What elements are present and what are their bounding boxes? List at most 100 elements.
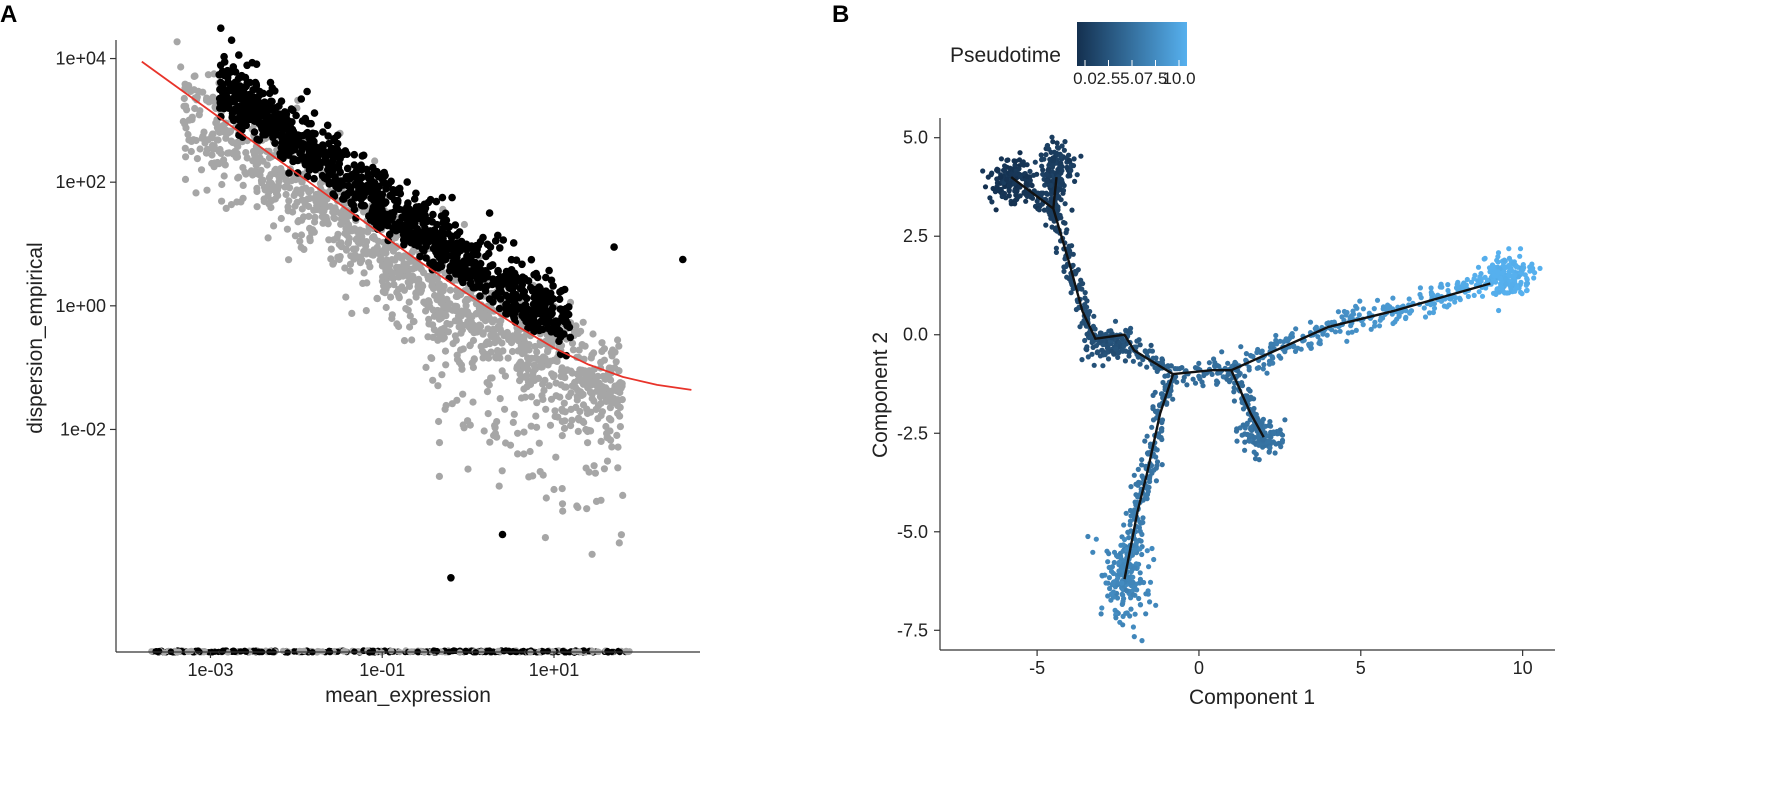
b-cell-point (1118, 555, 1124, 561)
b-cell-point (1144, 433, 1150, 439)
a-point-unselected (311, 194, 319, 202)
a-point-unselected (501, 405, 509, 413)
a-point-ordering (350, 170, 358, 178)
a-point-unselected (582, 464, 590, 472)
a-point-unselected (453, 351, 461, 359)
a-point-ordering (215, 71, 223, 79)
b-cell-point (1058, 170, 1064, 176)
b-cell-point (1282, 417, 1288, 423)
a-point-unselected (593, 387, 601, 395)
a-point-ordering (245, 90, 254, 99)
a-point-ordering (438, 193, 447, 202)
a-point-ordering (451, 221, 460, 229)
b-cell-point (1308, 341, 1314, 347)
a-point-unselected (253, 170, 261, 178)
a-point-unselected (504, 354, 512, 362)
b-cell-point (1463, 282, 1469, 288)
a-point-ordering (432, 197, 441, 206)
a-point-unselected (496, 395, 504, 403)
a-point-unselected (195, 111, 203, 119)
a-point-unselected (282, 190, 290, 199)
a-point-ordering (433, 220, 441, 229)
b-cell-point (1054, 140, 1060, 146)
a-point-unselected (327, 245, 335, 253)
a-point-unselected (336, 253, 344, 261)
a-point-unselected (309, 226, 317, 234)
b-cell-point (1068, 290, 1074, 296)
a-point-ordering (268, 84, 277, 92)
b-cell-point (1428, 285, 1434, 291)
a-point-unselected (443, 295, 451, 303)
a-point-ordering (226, 97, 234, 106)
a-point-unselected (498, 467, 506, 475)
a-point-ordering (518, 260, 526, 269)
b-cell-point (1497, 275, 1503, 281)
b-cell-point (1146, 476, 1152, 482)
a-point-unselected (373, 243, 381, 251)
b-cell-point (1337, 328, 1343, 334)
a-y-tick-label: 1e+04 (55, 49, 106, 69)
b-cell-point (1027, 168, 1033, 174)
b-cell-point (1130, 624, 1136, 630)
a-point-unselected (615, 539, 623, 547)
b-cell-point (1143, 611, 1149, 617)
a-y-tick-label: 1e-02 (60, 419, 106, 439)
a-point-ordering (516, 284, 525, 293)
a-point-ordering (287, 140, 296, 149)
a-point-unselected (614, 464, 622, 472)
a-point-ordering (429, 258, 438, 267)
a-point-ordering (509, 239, 518, 247)
b-cell-point (1062, 220, 1068, 226)
a-point-unselected (545, 382, 553, 390)
b-cell-point (1049, 134, 1055, 140)
b-cell-point (1356, 312, 1362, 318)
b-cell-point (1017, 150, 1023, 156)
a-point-unselected (270, 222, 278, 230)
a-point-ordering (494, 266, 502, 275)
b-cell-point (1078, 153, 1084, 159)
b-cell-point (1079, 357, 1085, 363)
b-cell-point (1510, 260, 1517, 266)
a-point-unselected (496, 320, 504, 328)
b-cell-point (1091, 362, 1097, 368)
a-point-unselected (300, 197, 308, 205)
a-point-unselected (501, 372, 509, 380)
a-point-ordering (333, 139, 342, 148)
b-cell-point (1313, 324, 1319, 330)
a-point-unselected (515, 360, 523, 368)
b-cell-point (1152, 389, 1158, 395)
a-point-ordering (566, 333, 575, 342)
b-cell-point (1512, 272, 1518, 278)
a-x-axis-title: mean_expression (325, 684, 491, 707)
a-point-ordering (230, 87, 239, 96)
a-point-unselected (436, 329, 444, 337)
a-point-ordering (305, 146, 314, 155)
a-point-unselected (435, 417, 443, 426)
a-point-unselected (208, 132, 216, 140)
b-cell-point (1124, 546, 1130, 553)
a-point-unselected (612, 358, 620, 366)
a-point-zero-mean (300, 647, 308, 655)
b-cell-point (1144, 364, 1150, 370)
b-cell-point (1082, 337, 1088, 344)
a-point-unselected (324, 220, 332, 228)
b-cell-point (1059, 177, 1065, 183)
a-point-ordering (378, 205, 386, 214)
a-point-unselected (252, 147, 260, 155)
a-point-zero-mean (494, 647, 502, 655)
b-cell-point (1135, 482, 1141, 488)
b-cell-point (1253, 411, 1259, 418)
a-point-unselected (584, 439, 592, 447)
b-cell-point (1121, 343, 1127, 349)
a-point-unselected (429, 333, 437, 341)
b-cell-point (990, 185, 996, 192)
a-point-unselected (239, 181, 247, 189)
a-point-unselected (267, 196, 275, 205)
a-point-ordering (477, 275, 486, 283)
a-point-ordering (330, 145, 338, 154)
a-point-ordering (276, 152, 285, 161)
a-point-unselected (446, 286, 454, 294)
a-point-zero-mean (230, 647, 237, 655)
b-cell-point (1235, 368, 1241, 374)
a-point-ordering (336, 168, 345, 176)
